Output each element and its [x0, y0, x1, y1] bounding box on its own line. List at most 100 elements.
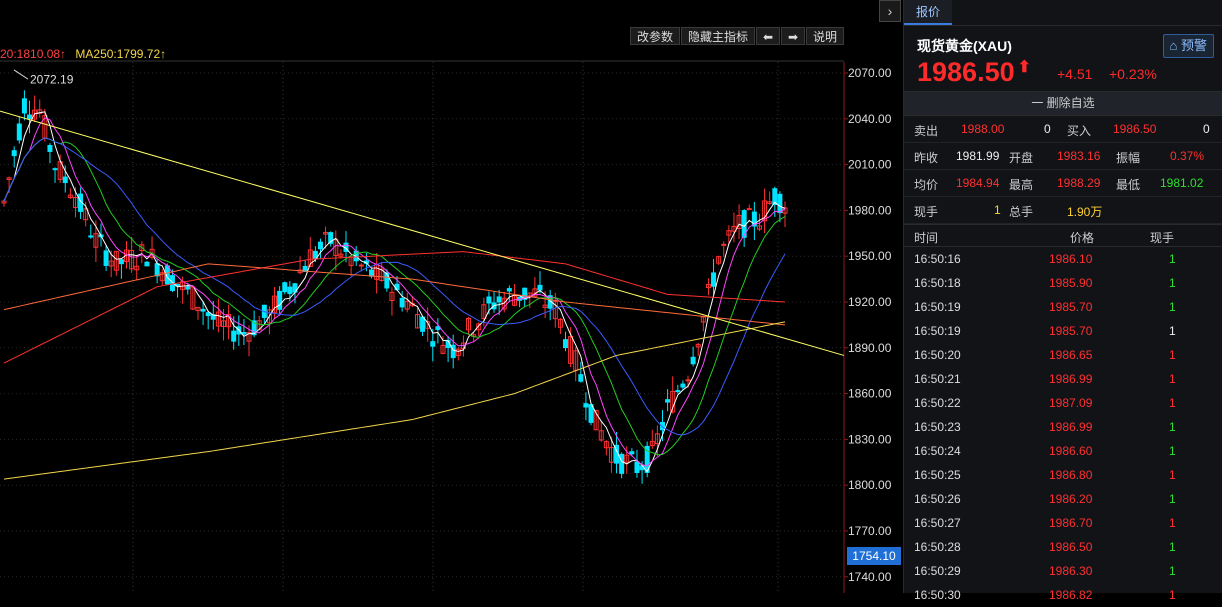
candle-body	[414, 314, 420, 329]
high-label: 最高	[1009, 178, 1034, 192]
chevron-right-icon[interactable]: ›	[879, 0, 901, 22]
candle-body	[323, 231, 329, 235]
total-volume: 1.90万	[1067, 205, 1103, 219]
candle-body	[246, 331, 252, 342]
candle-body	[542, 304, 548, 308]
trade-price: 1985.70	[1049, 324, 1093, 338]
tab-quote[interactable]: 报价	[904, 0, 953, 25]
change-params-button[interactable]: 改参数	[629, 27, 680, 45]
candle-body	[496, 296, 502, 303]
high-price: 1988.29	[1057, 176, 1101, 190]
help-button[interactable]: 说明	[805, 27, 844, 45]
y-tick-label: 1800.00	[848, 478, 892, 492]
avg-price: 1984.94	[956, 176, 1000, 190]
trade-row: 16:50:22 1987.09 1	[904, 391, 1222, 415]
candle-body	[425, 321, 431, 329]
candle-body	[72, 197, 78, 209]
trade-price: 1986.30	[1049, 564, 1093, 578]
last-price: 1986.50 ⬆	[917, 57, 1031, 88]
candle-body	[736, 214, 742, 230]
candle-body	[568, 336, 574, 364]
total-volume-label: 总手	[1009, 205, 1034, 219]
trade-volume: 1	[1169, 516, 1176, 530]
candle-body	[649, 440, 655, 447]
trade-row: 16:50:25 1986.80 1	[904, 463, 1222, 487]
candle-body	[557, 318, 563, 328]
instrument-name: 现货黄金(XAU)	[917, 38, 1012, 54]
y-tick-label: 1770.00	[848, 524, 892, 538]
trade-price: 1986.70	[1049, 516, 1093, 530]
panel-tabs: 报价	[904, 0, 1222, 26]
trade-price: 1986.60	[1049, 444, 1093, 458]
trade-volume: 1	[1169, 252, 1176, 266]
candle-body	[486, 296, 492, 304]
candle-body	[578, 374, 584, 382]
candle-body	[108, 260, 114, 267]
y-tick-label: 2070.00	[848, 66, 892, 80]
candle-body	[159, 272, 165, 282]
y-tick-label: 1740.00	[848, 570, 892, 584]
candle-body	[506, 288, 512, 292]
candle-body	[62, 176, 68, 184]
candle-body	[103, 250, 109, 266]
candle-body	[93, 233, 99, 248]
candle-body	[634, 461, 640, 473]
candle-body	[113, 250, 119, 271]
ma30-line	[3, 137, 786, 436]
candle-body	[88, 235, 94, 238]
trade-row: 16:50:19 1985.70 1	[904, 319, 1222, 343]
bell-icon: ⌂	[1169, 38, 1178, 53]
kline-chart[interactable]: › 2070.00 2040.00 2010.00 1980.00 1950.00 192…	[0, 0, 903, 593]
candle-body	[129, 249, 135, 270]
remove-favorite-button[interactable]: 一 删除自选	[904, 91, 1222, 116]
prev-close-label: 昨收	[914, 151, 939, 165]
candle-body	[659, 421, 665, 431]
chart-canvas: 2070.00 2040.00 2010.00 1980.00 1950.00 1920.…	[0, 60, 892, 593]
y-tick-label: 1980.00	[848, 203, 892, 217]
trade-time: 16:50:26	[914, 492, 961, 506]
candle-body	[37, 109, 43, 114]
alert-button[interactable]: ⌂ 预警	[1162, 34, 1214, 58]
candle-body	[619, 453, 625, 474]
candle-body	[455, 348, 461, 356]
candle-body	[654, 433, 660, 445]
low-price: 1981.02	[1160, 176, 1204, 190]
trade-time: 16:50:27	[914, 516, 961, 530]
candle-body	[588, 404, 594, 423]
trade-row: 16:50:19 1985.70 1	[904, 295, 1222, 319]
candle-body	[598, 430, 604, 441]
candle-body	[47, 144, 53, 152]
ma250-label: MA250:1799.72↑	[75, 47, 167, 61]
candle-body	[665, 399, 671, 403]
chart-top-strip	[0, 0, 903, 24]
hide-indicator-button[interactable]: 隐藏主指标	[680, 27, 755, 45]
buy-label: 买入	[1067, 124, 1092, 138]
trade-price: 1986.10	[1049, 252, 1093, 266]
arrow-right-icon[interactable]: ➡	[780, 27, 805, 45]
trade-row: 16:50:21 1986.99 1	[904, 367, 1222, 391]
trade-time: 16:50:28	[914, 540, 961, 554]
candle-body	[450, 344, 456, 359]
trades-list[interactable]: 16:50:16 1986.10 1 16:50:18 1985.90 1 16:50:19…	[904, 247, 1222, 607]
trade-price: 1987.09	[1049, 396, 1093, 410]
candle-body	[139, 244, 145, 252]
trade-volume: 1	[1169, 564, 1176, 578]
quote-header: 现货黄金(XAU) ⌂ 预警 1986.50 ⬆ +4.51 +0.23%	[904, 26, 1222, 91]
trade-row: 16:50:24 1986.60 1	[904, 439, 1222, 463]
y-tick-label: 2040.00	[848, 112, 892, 126]
trade-row: 16:50:28 1986.50 1	[904, 535, 1222, 559]
peak-label: 2072.19	[30, 73, 74, 87]
trade-price: 1986.65	[1049, 348, 1093, 362]
trade-price: 1985.90	[1049, 276, 1093, 290]
trade-row: 16:50:26 1986.20 1	[904, 487, 1222, 511]
arrow-left-icon[interactable]: ⬅	[755, 27, 780, 45]
candle-body	[629, 451, 635, 455]
candle-body	[522, 287, 528, 300]
candle-body	[762, 200, 768, 222]
ma10-line	[3, 117, 786, 467]
alert-label: 预警	[1180, 38, 1207, 53]
candle-body	[756, 225, 762, 230]
candle-body	[680, 383, 686, 388]
sell-label: 卖出	[914, 124, 939, 138]
candle-body	[6, 177, 12, 181]
